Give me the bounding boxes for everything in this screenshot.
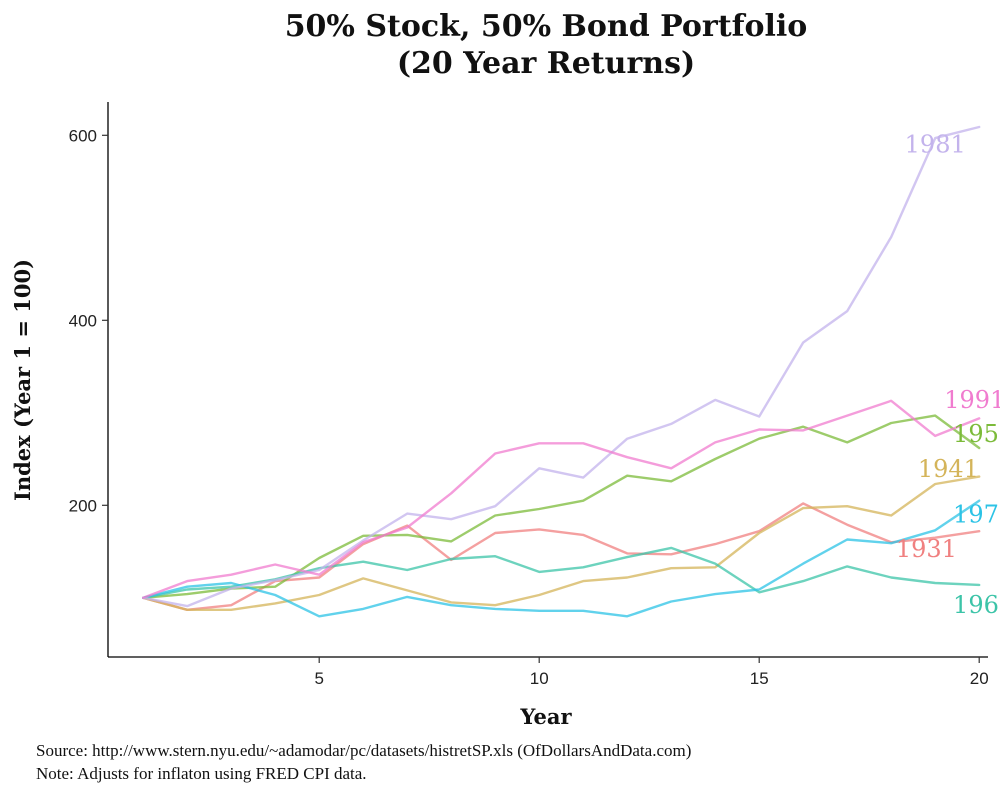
series-line-1971 [141,499,981,618]
series-line-1951 [141,414,981,599]
chart-title-line-2: (20 Year Returns) [397,46,695,81]
series-line-1941 [141,475,981,611]
x-axis-title: Year [519,704,572,729]
x-tick-label-10: 10 [530,669,549,688]
source-caption: Source: http://www.stern.nyu.edu/~adamod… [36,741,692,760]
y-tick-label-400: 400 [69,311,97,330]
series-line-1961 [141,546,981,599]
series-label-1961: 1961 [953,591,1000,619]
x-tick-label-15: 15 [750,669,769,688]
y-tick-label-200: 200 [69,496,97,515]
note-caption: Note: Adjusts for inflaton using FRED CP… [36,764,367,783]
series-line-1991 [141,399,981,599]
chart-title-line-1: 50% Stock, 50% Bond Portfolio [285,9,808,44]
x-tick-label-20: 20 [970,669,989,688]
series-label-1941: 1941 [918,455,979,483]
x-tick-label-5: 5 [314,669,323,688]
series-label-1931: 1931 [896,535,957,563]
y-tick-label-600: 600 [69,126,97,145]
y-axis-title: Index (Year 1 = 100) [10,259,35,501]
series-label-1991: 1991 [944,386,1000,414]
series-label-1981: 1981 [905,131,966,159]
series-line-1981 [141,125,981,608]
